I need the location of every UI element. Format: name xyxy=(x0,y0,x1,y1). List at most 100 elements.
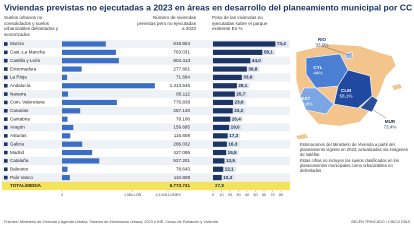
region-label: Andalucía xyxy=(10,83,31,88)
region-label: Cast.-La Mancha xyxy=(10,50,45,55)
region-label: Canarias xyxy=(10,108,29,113)
region-label: Aragón xyxy=(10,125,25,130)
row-icon xyxy=(4,75,8,80)
row-icon xyxy=(4,117,8,121)
row-band xyxy=(2,173,290,182)
label-box xyxy=(227,141,240,147)
bar xyxy=(213,141,227,147)
value-label: 78.643 xyxy=(176,166,190,171)
label-box xyxy=(226,149,239,156)
label-box xyxy=(229,124,242,131)
left-header-box: Suelos urbanos no consolidados y suelos … xyxy=(4,15,58,37)
map-code: EXT xyxy=(302,96,311,101)
label-box xyxy=(230,116,243,122)
row-icon xyxy=(4,100,8,105)
total-label: TOTAL/MEDIA xyxy=(10,183,42,188)
region-label: La Rioja xyxy=(10,75,27,80)
value-label: 73,4 xyxy=(277,41,286,46)
bar xyxy=(62,91,69,97)
label-box xyxy=(235,91,248,97)
value-label: 17,3 xyxy=(229,133,238,138)
row-icon xyxy=(4,83,8,88)
row-icon xyxy=(4,92,8,96)
bar xyxy=(62,141,83,147)
label-box xyxy=(223,166,236,172)
credit: BELÉN TRINCADO / CINCO DÍAS xyxy=(351,219,410,224)
bar xyxy=(213,175,222,181)
row-icon xyxy=(4,134,8,138)
value-label: 16,3 xyxy=(228,141,237,146)
notes: Estimaciones del Ministerio de Vivienda … xyxy=(300,142,408,173)
map-code: MUR xyxy=(385,119,396,124)
map-value: 33,9% xyxy=(315,43,328,48)
bar xyxy=(213,133,228,139)
row-band xyxy=(2,73,290,82)
value-label: 19,0 xyxy=(231,125,240,130)
region-rio xyxy=(344,51,354,60)
bar xyxy=(62,99,117,106)
value-label: 85.112 xyxy=(176,91,190,96)
bar xyxy=(213,149,227,156)
row-icon xyxy=(4,175,8,180)
row-icon xyxy=(4,142,8,146)
region-label: Castilla y León xyxy=(10,58,41,63)
value-label: 619.904 xyxy=(173,41,190,46)
value-label: 277.801 xyxy=(173,66,190,71)
bar xyxy=(62,49,116,55)
value-label: 1.313.646 xyxy=(170,83,191,88)
label-box xyxy=(233,108,246,114)
bar xyxy=(62,74,68,80)
bar xyxy=(62,83,155,89)
bar xyxy=(213,91,235,97)
map-code: RIO xyxy=(318,37,327,42)
region-mur xyxy=(359,95,379,113)
label-box xyxy=(233,99,246,106)
right-header-box: Peso de las viviendas no ejecutadas sobr… xyxy=(212,15,267,31)
total-value: 6.773.741 xyxy=(170,183,191,188)
label-box xyxy=(224,158,237,164)
total-value: 27,8 xyxy=(215,183,224,188)
region-label: Murcia xyxy=(10,41,24,46)
x-tick-label: 1 MILLÓN xyxy=(124,192,142,197)
row-band xyxy=(2,56,290,65)
row-band xyxy=(2,123,290,132)
region-label: País Vasco xyxy=(10,175,33,180)
row-icon xyxy=(4,67,8,71)
bar xyxy=(62,133,71,139)
row-icon xyxy=(4,159,8,163)
value-label: 13,5 xyxy=(226,158,235,163)
x-tick-label: 60 xyxy=(262,193,266,197)
value-label: 763.031 xyxy=(173,50,190,55)
bar xyxy=(213,124,230,131)
bar xyxy=(62,58,119,64)
row-icon xyxy=(4,58,8,63)
label-box xyxy=(275,41,288,47)
row-icon xyxy=(4,167,8,172)
value-label: 28,1 xyxy=(238,83,247,88)
x-tick-label: 30 xyxy=(236,193,240,197)
bar xyxy=(213,83,237,89)
region-label: Asturias xyxy=(10,133,27,138)
value-label: 20,4 xyxy=(232,116,241,121)
value-label: 257.130 xyxy=(173,108,190,113)
value-label: 527.201 xyxy=(173,158,190,163)
map-value: 44% xyxy=(313,71,322,76)
note: Estimaciones del Ministerio de Vivienda … xyxy=(300,142,408,158)
total-band xyxy=(2,181,290,191)
x-tick-label: 40 xyxy=(245,193,249,197)
bar xyxy=(213,99,234,106)
page: {"chart_data": [ {"type": "bar", "title"… xyxy=(2,2,414,224)
map-value: 58,1% xyxy=(339,94,352,99)
region-label: Com. Valenciana xyxy=(10,100,45,105)
callout xyxy=(321,45,350,56)
value-label: 12,1 xyxy=(225,166,234,171)
row-band xyxy=(2,140,290,149)
row-icon xyxy=(4,150,8,155)
value-label: 776.839 xyxy=(173,100,190,105)
region-ext xyxy=(299,87,335,115)
x-tick-label: 10 xyxy=(219,193,223,197)
canarias xyxy=(296,134,308,139)
bar xyxy=(213,41,276,47)
value-label: 44,0 xyxy=(252,58,261,63)
